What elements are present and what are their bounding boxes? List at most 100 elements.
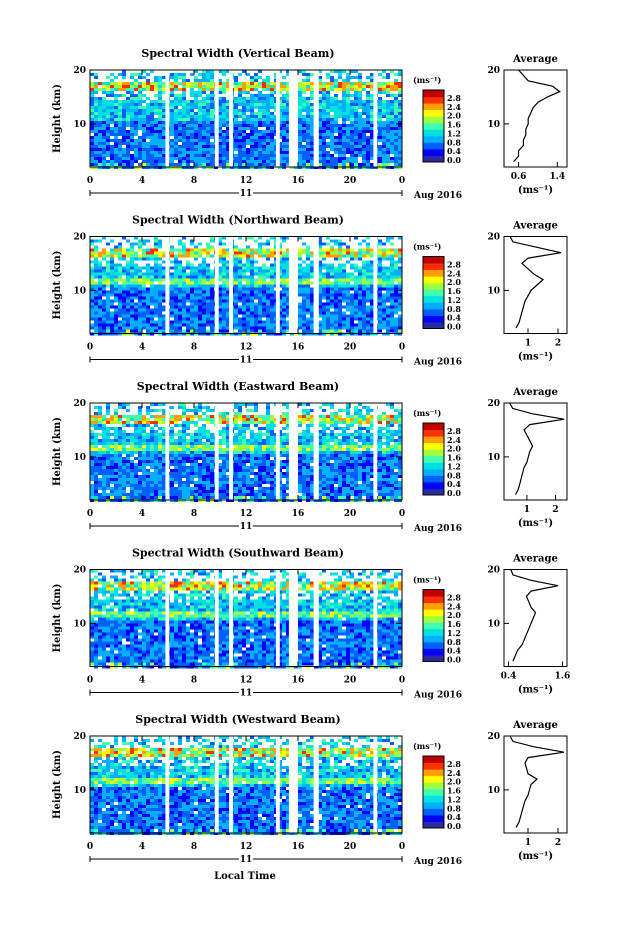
heatmap-cell — [178, 272, 182, 276]
heatmap-cell — [138, 305, 142, 309]
heatmap-cell — [286, 248, 290, 252]
heatmap-cell — [234, 272, 238, 276]
heatmap-cell — [326, 160, 330, 163]
heatmap-cell — [306, 124, 310, 127]
heatmap-cell — [338, 130, 342, 133]
heatmap-cell — [210, 302, 214, 306]
heatmap-cell — [182, 424, 186, 427]
heatmap-cell — [338, 418, 342, 421]
heatmap-cell — [226, 118, 230, 121]
heatmap-cell — [150, 323, 154, 327]
heatmap-cell — [102, 127, 106, 130]
heatmap-cell — [226, 302, 230, 306]
heatmap-cell — [146, 133, 150, 136]
heatmap-cell — [354, 254, 358, 258]
heatmap-cell — [102, 320, 106, 324]
heatmap-cell — [366, 287, 370, 291]
heatmap-cell — [222, 88, 226, 91]
heatmap-cell — [338, 151, 342, 154]
heatmap-cell — [102, 109, 106, 112]
heatmap-cell — [94, 97, 98, 100]
heatmap-cell — [390, 293, 394, 297]
heatmap-cell — [346, 409, 350, 412]
heatmap-cell — [346, 293, 350, 297]
heatmap-cell — [266, 412, 270, 415]
heatmap-cell — [174, 421, 178, 424]
heatmap-cell — [282, 412, 286, 415]
heatmap-cell — [170, 287, 174, 291]
heatmap-cell — [94, 406, 98, 409]
heatmap-cell — [386, 290, 390, 294]
heatmap-cell — [182, 139, 186, 142]
heatmap-cell — [370, 287, 374, 291]
heatmap-cell — [206, 142, 210, 145]
heatmap-cell — [106, 118, 110, 121]
heatmap-cell — [198, 94, 202, 97]
heatmap-cell — [162, 305, 166, 309]
heatmap-cell — [226, 145, 230, 148]
heatmap-cell — [354, 305, 358, 309]
heatmap-cell — [282, 157, 286, 160]
heatmap-cell — [366, 308, 370, 312]
heatmap-cell — [298, 287, 302, 291]
heatmap-cell — [182, 79, 186, 82]
heatmap-cell — [202, 272, 206, 276]
heatmap-cell — [246, 142, 250, 145]
heatmap-cell — [382, 82, 386, 85]
heatmap-cell — [282, 257, 286, 261]
heatmap-cell — [130, 136, 134, 139]
heatmap-cell — [322, 278, 326, 282]
heatmap-cell — [354, 94, 358, 97]
heatmap-cell — [222, 118, 226, 121]
heatmap-cell — [342, 79, 346, 82]
heatmap-cell — [178, 418, 182, 421]
heatmap-cell — [330, 106, 334, 109]
colorbar-frame — [422, 89, 445, 163]
heatmap-cell — [94, 88, 98, 91]
heatmap-cell — [394, 97, 398, 100]
heatmap-cell — [158, 118, 162, 121]
heatmap-cell — [194, 320, 198, 324]
heatmap-cell — [250, 326, 254, 330]
heatmap-cell — [254, 251, 258, 255]
heatmap-cell — [266, 281, 270, 285]
heatmap-cell — [306, 329, 310, 333]
heatmap-cell — [322, 272, 326, 276]
heatmap-cell — [222, 100, 226, 103]
heatmap-cell — [202, 406, 206, 409]
heatmap-cell — [250, 329, 254, 333]
heatmap-cell — [246, 148, 250, 151]
heatmap-cell — [234, 124, 238, 127]
heatmap-cell — [278, 70, 282, 73]
heatmap-cell — [362, 326, 366, 330]
heatmap-cell — [194, 254, 198, 258]
heatmap-cell — [186, 260, 190, 264]
heatmap-cell — [170, 103, 174, 106]
heatmap-cell — [186, 275, 190, 279]
heatmap-cell — [134, 266, 138, 270]
heatmap-cell — [302, 100, 306, 103]
heatmap-cell — [246, 287, 250, 291]
heatmap-cell — [234, 263, 238, 267]
heatmap-cell — [106, 326, 110, 330]
heatmap-cell — [182, 421, 186, 424]
heatmap-cell — [234, 97, 238, 100]
heatmap-cell — [198, 160, 202, 163]
heatmap-cell — [338, 278, 342, 282]
heatmap-cell — [190, 73, 194, 76]
heatmap-cell — [158, 133, 162, 136]
heatmap-cell — [182, 82, 186, 85]
heatmap-cell — [202, 269, 206, 273]
heatmap-cell — [138, 154, 142, 157]
heatmap-cell — [138, 242, 142, 246]
heatmap-cell — [350, 127, 354, 130]
heatmap-cell — [182, 130, 186, 133]
heatmap-cell — [378, 254, 382, 258]
heatmap-cell — [178, 305, 182, 309]
heatmap-cell — [170, 76, 174, 79]
heatmap-cell — [154, 94, 158, 97]
heatmap-cell — [226, 100, 230, 103]
heatmap-cell — [90, 136, 94, 139]
heatmap-cell — [142, 151, 146, 154]
heatmap-cell — [358, 148, 362, 151]
